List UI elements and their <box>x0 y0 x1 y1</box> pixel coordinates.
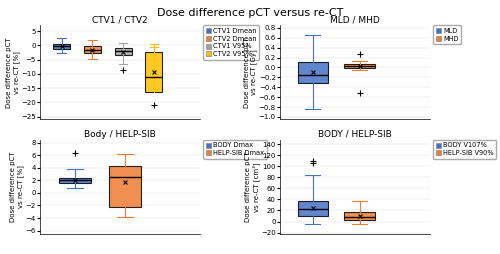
Legend: CTV1 Dmean, CTV2 Dmean, CTV1 V95%, CTV2 V95%: CTV1 Dmean, CTV2 Dmean, CTV1 V95%, CTV2 … <box>203 25 260 60</box>
Y-axis label: Dose difference pCT
vs re-CT [%]: Dose difference pCT vs re-CT [%] <box>10 151 24 222</box>
PathPatch shape <box>53 44 70 49</box>
PathPatch shape <box>84 46 101 53</box>
PathPatch shape <box>109 166 142 207</box>
Y-axis label: Dose difference pCT
vs re-CT [%]: Dose difference pCT vs re-CT [%] <box>6 37 20 108</box>
PathPatch shape <box>59 178 91 183</box>
PathPatch shape <box>114 47 132 55</box>
PathPatch shape <box>344 212 375 220</box>
PathPatch shape <box>298 200 328 216</box>
Legend: MLD, MHD: MLD, MHD <box>433 25 461 44</box>
PathPatch shape <box>146 53 162 92</box>
Title: CTV1 / CTV2: CTV1 / CTV2 <box>92 16 148 25</box>
Y-axis label: Dose difference pCT
vs re-CT [cm³]: Dose difference pCT vs re-CT [cm³] <box>244 151 260 222</box>
Legend: BODY V107%, HELP-SIB V90%: BODY V107%, HELP-SIB V90% <box>433 140 496 159</box>
Text: Dose difference pCT versus re-CT: Dose difference pCT versus re-CT <box>157 8 343 18</box>
PathPatch shape <box>298 62 328 83</box>
Legend: BODY Dmax, HELP-SIB Dmax: BODY Dmax, HELP-SIB Dmax <box>203 140 267 159</box>
Title: BODY / HELP-SIB: BODY / HELP-SIB <box>318 130 392 139</box>
Title: Body / HELP-SIB: Body / HELP-SIB <box>84 130 156 139</box>
PathPatch shape <box>344 64 375 68</box>
Y-axis label: Dose difference pCT
vs re-CT [Gy]: Dose difference pCT vs re-CT [Gy] <box>244 37 258 108</box>
Title: MLD / MHD: MLD / MHD <box>330 16 380 25</box>
